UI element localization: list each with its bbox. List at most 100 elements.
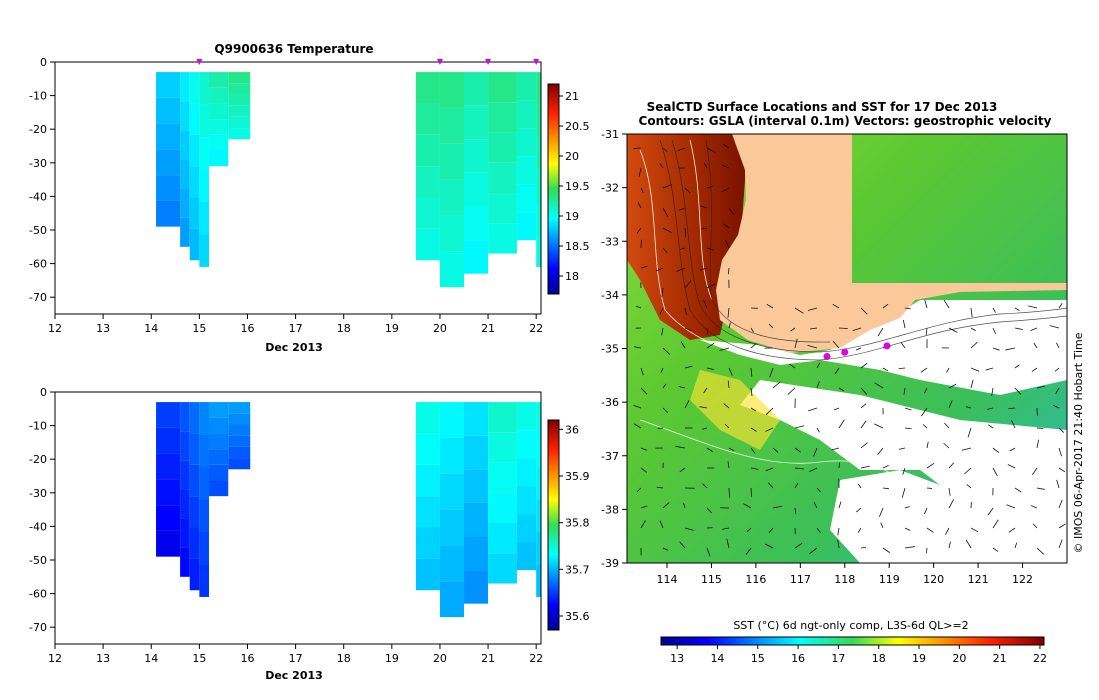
velocity-vector [816, 381, 820, 389]
lat-tick-label: -34 [601, 289, 619, 302]
profile-cell [488, 553, 517, 584]
profile-cell [180, 188, 190, 218]
colorbar-tick-label: 20 [565, 150, 579, 163]
velocity-vector [945, 527, 950, 535]
velocity-vector [1009, 447, 1016, 452]
velocity-vector [948, 400, 953, 409]
profile-cell [189, 433, 200, 465]
velocity-vector [852, 327, 862, 331]
velocity-vector [768, 482, 774, 489]
velocity-vector [833, 407, 840, 411]
velocity-vector [684, 227, 687, 238]
velocity-vector [1030, 505, 1038, 509]
velocity-vector [679, 247, 686, 251]
profile-cell [415, 134, 440, 167]
temperature-x-ticks: 12 13 14 15 16 17 18 19 20 21 22 [48, 314, 543, 335]
profile-cell [415, 402, 440, 434]
velocity-vector [855, 347, 862, 351]
profile-cell [199, 499, 209, 532]
velocity-vector [838, 419, 845, 429]
profile-cell [156, 530, 181, 557]
profile-cell [439, 545, 465, 582]
temperature-title: Q9900636 Temperature [214, 42, 373, 56]
velocity-vector [684, 327, 692, 332]
velocity-vector [898, 367, 906, 369]
velocity-vector [992, 467, 998, 477]
velocity-vector [904, 546, 915, 549]
profile-cell [228, 435, 251, 447]
velocity-vector [860, 465, 870, 469]
velocity-vector [877, 447, 884, 456]
velocity-vector [637, 202, 642, 209]
sst-colorbar-tick-label: 16 [791, 652, 805, 665]
velocity-vector [746, 527, 752, 533]
x-tick-label: 21 [481, 322, 495, 335]
velocity-vector [816, 362, 821, 369]
profile-cell [415, 166, 440, 198]
velocity-vector [679, 207, 686, 211]
profile-cell [189, 72, 200, 104]
velocity-vector [900, 342, 906, 349]
salinity-profile-cells [156, 402, 541, 618]
x-tick-label: 17 [289, 322, 303, 335]
profile-cell [199, 564, 209, 597]
y-tick-label: -40 [29, 520, 47, 533]
velocity-vector [750, 367, 753, 377]
velocity-vector [675, 445, 686, 449]
x-tick-label: 20 [433, 652, 447, 665]
velocity-vector [772, 447, 779, 453]
profile-cell [488, 72, 517, 103]
y-tick-label: 0 [40, 386, 47, 399]
profile-cell [228, 402, 251, 414]
velocity-vector [722, 187, 730, 193]
velocity-vector [1036, 427, 1044, 429]
geostrophic-velocity-vectors [633, 143, 1066, 557]
salinity-y-ticks: 0 -10 -20 -30 -40 -50 -60 -70 [29, 386, 55, 634]
profile-cell [536, 467, 541, 500]
velocity-vector [1014, 364, 1020, 369]
velocity-vector [728, 447, 735, 452]
colorbar-tick-label: 18 [565, 270, 579, 283]
profile-cell [189, 103, 200, 135]
temperature-x-label: Dec 2013 [265, 341, 323, 354]
velocity-vector [1049, 325, 1060, 329]
velocity-vector [1014, 327, 1023, 330]
velocity-vector [679, 541, 686, 549]
profile-cell [208, 103, 229, 120]
velocity-vector [794, 542, 803, 549]
velocity-vector [882, 303, 889, 309]
velocity-vector [728, 322, 731, 329]
lat-tick-label: -35 [601, 343, 619, 356]
velocity-vector [860, 420, 867, 429]
profile-cell [189, 402, 200, 434]
velocity-vector [838, 501, 842, 509]
profile-cell [180, 460, 190, 490]
colorbar-tick-label: 35.6 [565, 610, 590, 623]
velocity-vector [640, 265, 648, 269]
velocity-vector [877, 327, 884, 337]
imos-credit: © IMOS 06-Apr-2017 21:40 Hobart Time [1072, 332, 1085, 553]
profile-cell [180, 72, 190, 102]
profile-cell [464, 402, 489, 436]
velocity-vector [838, 387, 845, 392]
x-tick-label: 19 [385, 652, 399, 665]
profile-cell [464, 469, 489, 503]
profile-cell [439, 72, 465, 108]
profile-cell [488, 162, 517, 194]
sst-colorbar-tick-label: 17 [831, 652, 845, 665]
velocity-vector [966, 484, 972, 489]
profile-cell [516, 156, 537, 185]
profile-cell [464, 172, 489, 207]
velocity-vector [703, 162, 708, 169]
temperature-y-ticks: 0 -10 -20 -30 -40 -50 -60 -70 [29, 56, 55, 304]
velocity-vector [725, 240, 730, 249]
profile-cell [180, 489, 190, 519]
velocity-vector [992, 347, 1000, 351]
profile-cell [488, 492, 517, 524]
velocity-vector [944, 422, 950, 429]
velocity-vector [970, 379, 974, 389]
velocity-vector [728, 487, 730, 498]
profile-cell [536, 499, 541, 532]
velocity-vector [772, 381, 781, 389]
velocity-vector [662, 383, 667, 389]
